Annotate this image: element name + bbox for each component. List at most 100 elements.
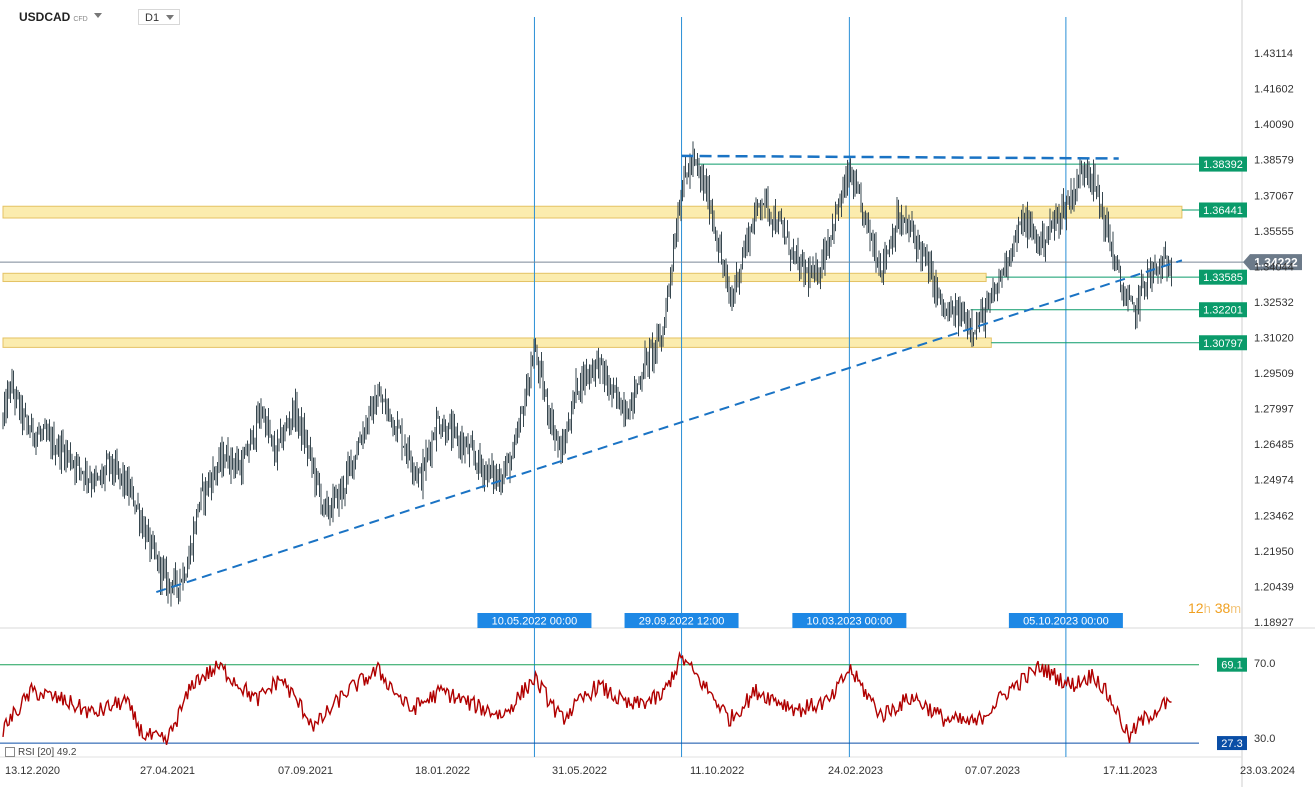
candle-body	[937, 288, 938, 294]
candle-body	[892, 232, 893, 249]
candle-body	[1082, 168, 1084, 174]
candle-body	[13, 380, 14, 395]
candle-body	[335, 490, 337, 495]
symbol-selector[interactable]: USDCAD CFD	[19, 10, 88, 24]
candle-body	[1087, 166, 1088, 174]
candle-body	[1054, 220, 1055, 227]
candle-body	[1126, 297, 1127, 301]
candle-body	[1076, 174, 1078, 190]
candle-body	[227, 448, 229, 467]
candle-body	[169, 579, 170, 585]
candle-body	[266, 419, 268, 433]
candle-body	[833, 223, 835, 232]
candle-body	[11, 380, 13, 392]
symbol-type: CFD	[73, 16, 88, 23]
candle-body	[928, 255, 929, 278]
candle-body	[44, 426, 46, 429]
candle-body	[974, 333, 976, 335]
candle-body	[373, 397, 374, 420]
candle-body	[455, 427, 457, 432]
candle-body	[506, 459, 508, 468]
candle-body	[272, 437, 274, 444]
candle-body	[136, 505, 137, 508]
candle-body	[740, 265, 742, 273]
candle-body	[500, 481, 502, 488]
candle-body	[35, 434, 37, 444]
candle-body	[668, 285, 670, 292]
candle-body	[245, 445, 247, 456]
candle-body	[1040, 237, 1042, 248]
candle-body	[854, 179, 856, 195]
candle-body	[670, 275, 671, 286]
y-tick-label: 1.29509	[1254, 368, 1294, 380]
candle-body	[539, 364, 541, 375]
candle-body	[686, 172, 688, 175]
candle-body	[641, 378, 643, 383]
indicator-settings-icon[interactable]	[5, 747, 15, 758]
chevron-down-icon[interactable]	[94, 13, 102, 18]
candle-body	[1142, 279, 1144, 286]
candle-body	[821, 250, 823, 270]
candle-body	[1124, 297, 1126, 305]
candle-body	[563, 441, 565, 443]
x-tick-label: 07.09.2021	[278, 765, 333, 777]
candle-body	[814, 267, 815, 275]
candle-body	[449, 422, 451, 424]
horizontal-levels: 1.36441 1.33585 1.30797 1.38392 1.32201 1.342…	[0, 156, 1302, 351]
candle-body	[268, 419, 269, 432]
candle-body	[835, 209, 836, 232]
candle-body	[989, 297, 991, 303]
candle-body	[494, 472, 496, 482]
candle-body	[1105, 215, 1106, 231]
candle-body	[713, 221, 715, 228]
candle-body	[932, 268, 934, 293]
candle-body	[920, 246, 922, 260]
candle-body	[671, 266, 673, 276]
rsi-legend[interactable]: RSI [20] 49.2	[5, 747, 76, 758]
candle-body	[116, 461, 118, 471]
candle-body	[878, 260, 880, 268]
candle-body	[212, 468, 214, 489]
candle-body	[79, 458, 80, 468]
candle-body	[1078, 174, 1079, 188]
candle-body	[413, 470, 415, 472]
x-tick-label: 23.03.2024	[1240, 765, 1295, 777]
candle-body	[913, 228, 914, 235]
candle-body	[710, 212, 712, 213]
candle-body	[391, 414, 392, 427]
timeframe-selector[interactable]: D1	[138, 9, 180, 25]
candle-body	[71, 463, 73, 465]
candle-body	[187, 568, 188, 577]
candle-body	[509, 457, 511, 471]
candle-body	[208, 479, 209, 491]
candle-body	[820, 269, 821, 278]
candle-body	[214, 468, 215, 473]
candle-body	[683, 168, 685, 187]
candle-body	[1069, 199, 1070, 206]
candle-body	[382, 401, 383, 403]
candle-body	[1015, 235, 1016, 237]
candle-body	[1093, 172, 1094, 189]
candle-body	[956, 303, 958, 308]
candle-body	[524, 400, 526, 416]
candle-body	[1160, 266, 1162, 278]
candle-body	[919, 237, 920, 247]
candle-body	[916, 237, 917, 252]
candle-body	[622, 402, 623, 414]
candle-body	[872, 239, 874, 250]
candle-body	[430, 450, 431, 455]
candle-body	[1120, 269, 1121, 286]
x-tick-label: 11.10.2022	[690, 765, 744, 777]
candle-body	[811, 269, 812, 278]
candle-body	[1154, 266, 1156, 268]
candle-body	[781, 220, 782, 224]
time-axis[interactable]: 13.12.2020 27.04.2021 07.09.2021 18.01.2022…	[5, 765, 1295, 777]
candle-body	[842, 189, 844, 201]
candle-body	[1166, 258, 1168, 270]
price-axis[interactable]: 1.43114 1.41602 1.40090 1.38579 1.37067 1.355…	[1254, 48, 1294, 629]
candle-body	[428, 450, 430, 451]
candle-body	[653, 343, 655, 360]
date-marker-label-bg	[1008, 613, 1123, 628]
